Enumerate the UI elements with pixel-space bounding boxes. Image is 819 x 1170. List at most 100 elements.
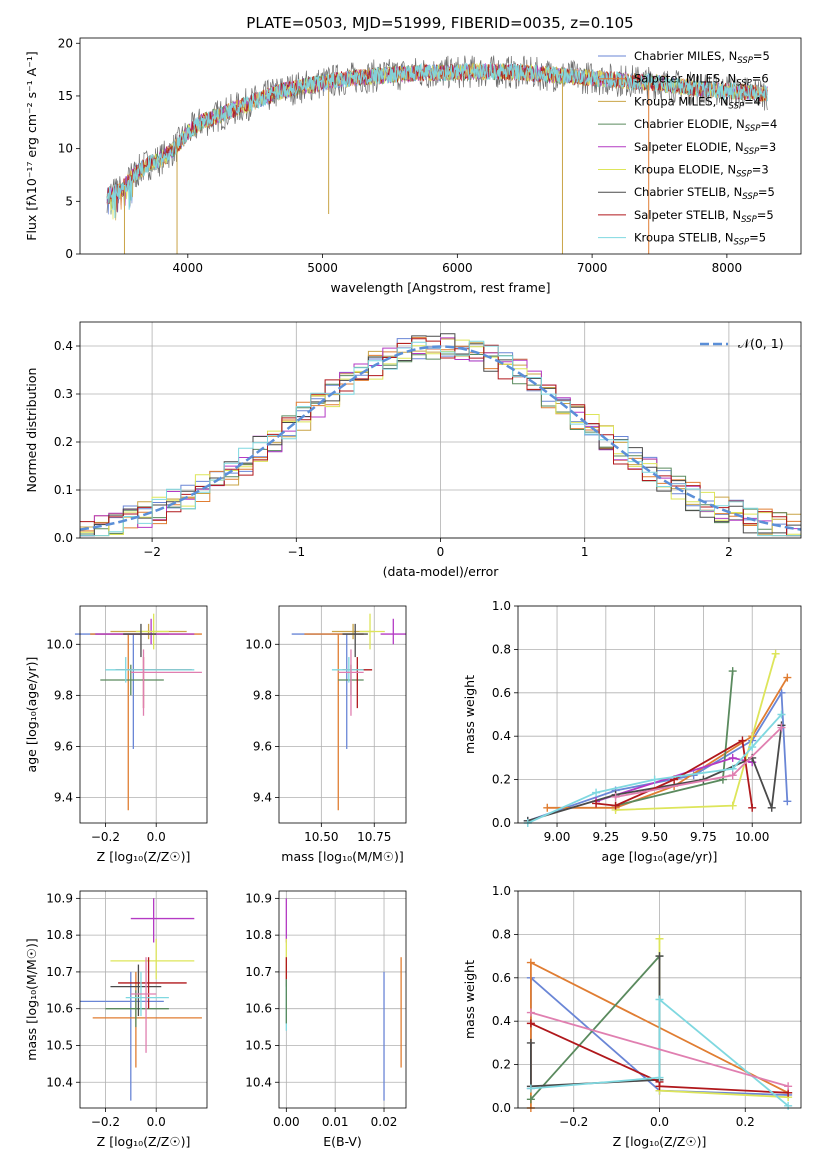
x-tick-label: 0.0 (147, 830, 166, 844)
y-tick-label: 20 (58, 36, 73, 50)
x-tick-label: 1 (581, 545, 589, 559)
y-tick-label: 1.0 (492, 884, 511, 898)
x-axis-label: mass [log₁₀(M/M☉)] (281, 849, 403, 864)
x-tick-label: −0.2 (559, 1115, 588, 1129)
y-tick-label: 5 (65, 194, 73, 208)
mass-weight-marker (592, 799, 601, 808)
plot-area (285, 898, 402, 1101)
mass-weight-marker (526, 1095, 535, 1104)
x-tick-label: 6000 (442, 261, 473, 275)
errorbar-point (338, 649, 364, 716)
mass-weight-marker (784, 1082, 793, 1091)
y-tick-label: 10.4 (46, 1075, 73, 1089)
y-tick-label: 0.2 (492, 773, 511, 787)
x-tick-label: 0.02 (371, 1115, 398, 1129)
errorbar-point (130, 898, 195, 943)
y-tick-label: 10.6 (46, 1002, 73, 1016)
errorbar-point (123, 623, 157, 658)
plot-area (523, 649, 792, 827)
y-tick-label: 0.2 (492, 1058, 511, 1072)
legend-label: Kroupa STELIB, NSSP=5 (634, 231, 766, 248)
x-tick-label: 10.50 (304, 830, 338, 844)
x-tick-label: −0.2 (91, 1115, 120, 1129)
panel-age_vs_Z: −0.2 0.0 9.4 9.6 9.8 10.0 Z [log₁₀(Z/Z☉)] age [… (24, 605, 208, 864)
errorbar-point (80, 971, 164, 1101)
x-axis-label: (data-model)/error (383, 564, 500, 579)
errorbar-point (380, 618, 406, 645)
legend-label: Chabrier MILES, NSSP=5 (634, 49, 770, 66)
x-axis-label: Z [log₁₀(Z/Z☉)] (97, 849, 191, 864)
x-tick-label: −2 (143, 545, 161, 559)
y-tick-label: 10.5 (46, 1038, 73, 1052)
axes-frame (517, 890, 802, 1109)
grid-lines (279, 606, 406, 823)
plot-area (526, 934, 793, 1112)
x-tick-label: −1 (287, 545, 305, 559)
x-tick-label: 0.01 (322, 1115, 349, 1129)
spectrum-line-8 (106, 61, 768, 219)
y-tick-label: 0.0 (492, 1101, 511, 1115)
y-tick-label: 10.0 (245, 637, 272, 651)
y-tick-label: 10.4 (245, 1075, 272, 1089)
y-tick-label: 10.7 (245, 965, 272, 979)
x-tick-label: 9.25 (592, 830, 619, 844)
mass-weight-line-kroupa_stelib (530, 997, 789, 1107)
mass-weight-marker (784, 1101, 793, 1110)
y-axis-label: Normed distribution (24, 368, 39, 493)
axes-frame (79, 37, 802, 255)
mass-weight-marker (783, 797, 792, 806)
x-tick-label: 10.75 (357, 830, 391, 844)
mass-weight-marker (728, 801, 737, 810)
mass-weight-marker (592, 788, 601, 797)
y-axis-label: Flux [fλ10⁻¹⁷ erg cm⁻² s⁻¹ A⁻¹] (24, 51, 39, 240)
mass-weight-marker (655, 1073, 664, 1082)
panel-mass_weight_vs_Z: −0.2 0.0 0.2 0.0 0.2 0.4 0.6 0.8 1.0 Z [log₁₀(Z/Z… (462, 884, 802, 1149)
mass-weight-marker (748, 803, 757, 812)
y-axis-label: mass weight (462, 960, 477, 1039)
x-tick-label: 0.0 (147, 1115, 166, 1129)
legend-label: Chabrier ELODIE, NSSP=4 (634, 117, 777, 134)
legend: 𝒩(0, 1) (700, 336, 784, 351)
panel-residual_histogram: −2 −1 0 1 2 0.0 0.1 0.2 0.3 0.4 (data-model)/error… (24, 321, 802, 579)
axes-frame (79, 321, 802, 539)
y-tick-label: 9.8 (54, 688, 73, 702)
y-tick-label: 9.4 (54, 790, 73, 804)
legend-label: Kroupa ELODIE, NSSP=3 (634, 163, 769, 180)
legend: Chabrier MILES, NSSP=5 Salpeter MILES, NS… (598, 49, 777, 248)
plot-area (80, 898, 202, 1101)
errorbar-point (130, 957, 157, 1053)
mass-weight-line-chabrier_elodie (530, 955, 661, 1100)
mass-weight-marker (777, 723, 786, 732)
errorbar-point (130, 649, 202, 716)
mass-weight-marker (526, 1084, 535, 1093)
figure-title: PLATE=0503, MJD=51999, FIBERID=0035, z=0… (246, 14, 633, 32)
errorbar-point (105, 657, 195, 683)
plot-area (79, 333, 802, 537)
mass-weight-marker (655, 934, 664, 943)
errorbar-point (74, 633, 169, 749)
axes-frame (517, 605, 802, 824)
panel-mass_vs_Z: −0.2 0.0 10.4 10.5 10.6 10.7 10.8 10.9 Z [log₁₀(… (24, 890, 208, 1149)
y-tick-label: 10.9 (245, 891, 272, 905)
y-tick-label: 9.8 (253, 688, 272, 702)
axes-frame (79, 890, 208, 1109)
mass-weight-marker (738, 736, 747, 745)
y-tick-label: 15 (58, 89, 73, 103)
x-axis-label: Z [log₁₀(Z/Z☉)] (613, 1134, 707, 1149)
legend-label: Salpeter ELODIE, NSSP=3 (634, 140, 776, 157)
y-tick-label: 0.4 (54, 339, 73, 353)
plot-area (291, 613, 406, 811)
panel-mass_weight_vs_age: 9.00 9.25 9.50 9.75 10.00 0.0 0.2 0.4 0.6 0.8 1.0 a… (462, 599, 802, 864)
x-tick-label: 7000 (577, 261, 608, 275)
y-tick-label: 10.7 (46, 965, 73, 979)
x-axis-label: age [log₁₀(age/yr)] (602, 849, 718, 864)
errorbar-point (342, 623, 368, 658)
panel-age_vs_mass: 10.50 10.75 9.4 9.6 9.8 10.0 mass [log₁₀(M/M☉)… (245, 605, 407, 864)
x-axis-label: wavelength [Angstrom, rest frame] (330, 280, 550, 295)
mass-weight-marker (728, 667, 737, 676)
x-axis-label: Z [log₁₀(Z/Z☉)] (97, 1134, 191, 1149)
mass-weight-line-kroupa_elodie (658, 938, 789, 1099)
mass-weight-marker (526, 1019, 535, 1028)
